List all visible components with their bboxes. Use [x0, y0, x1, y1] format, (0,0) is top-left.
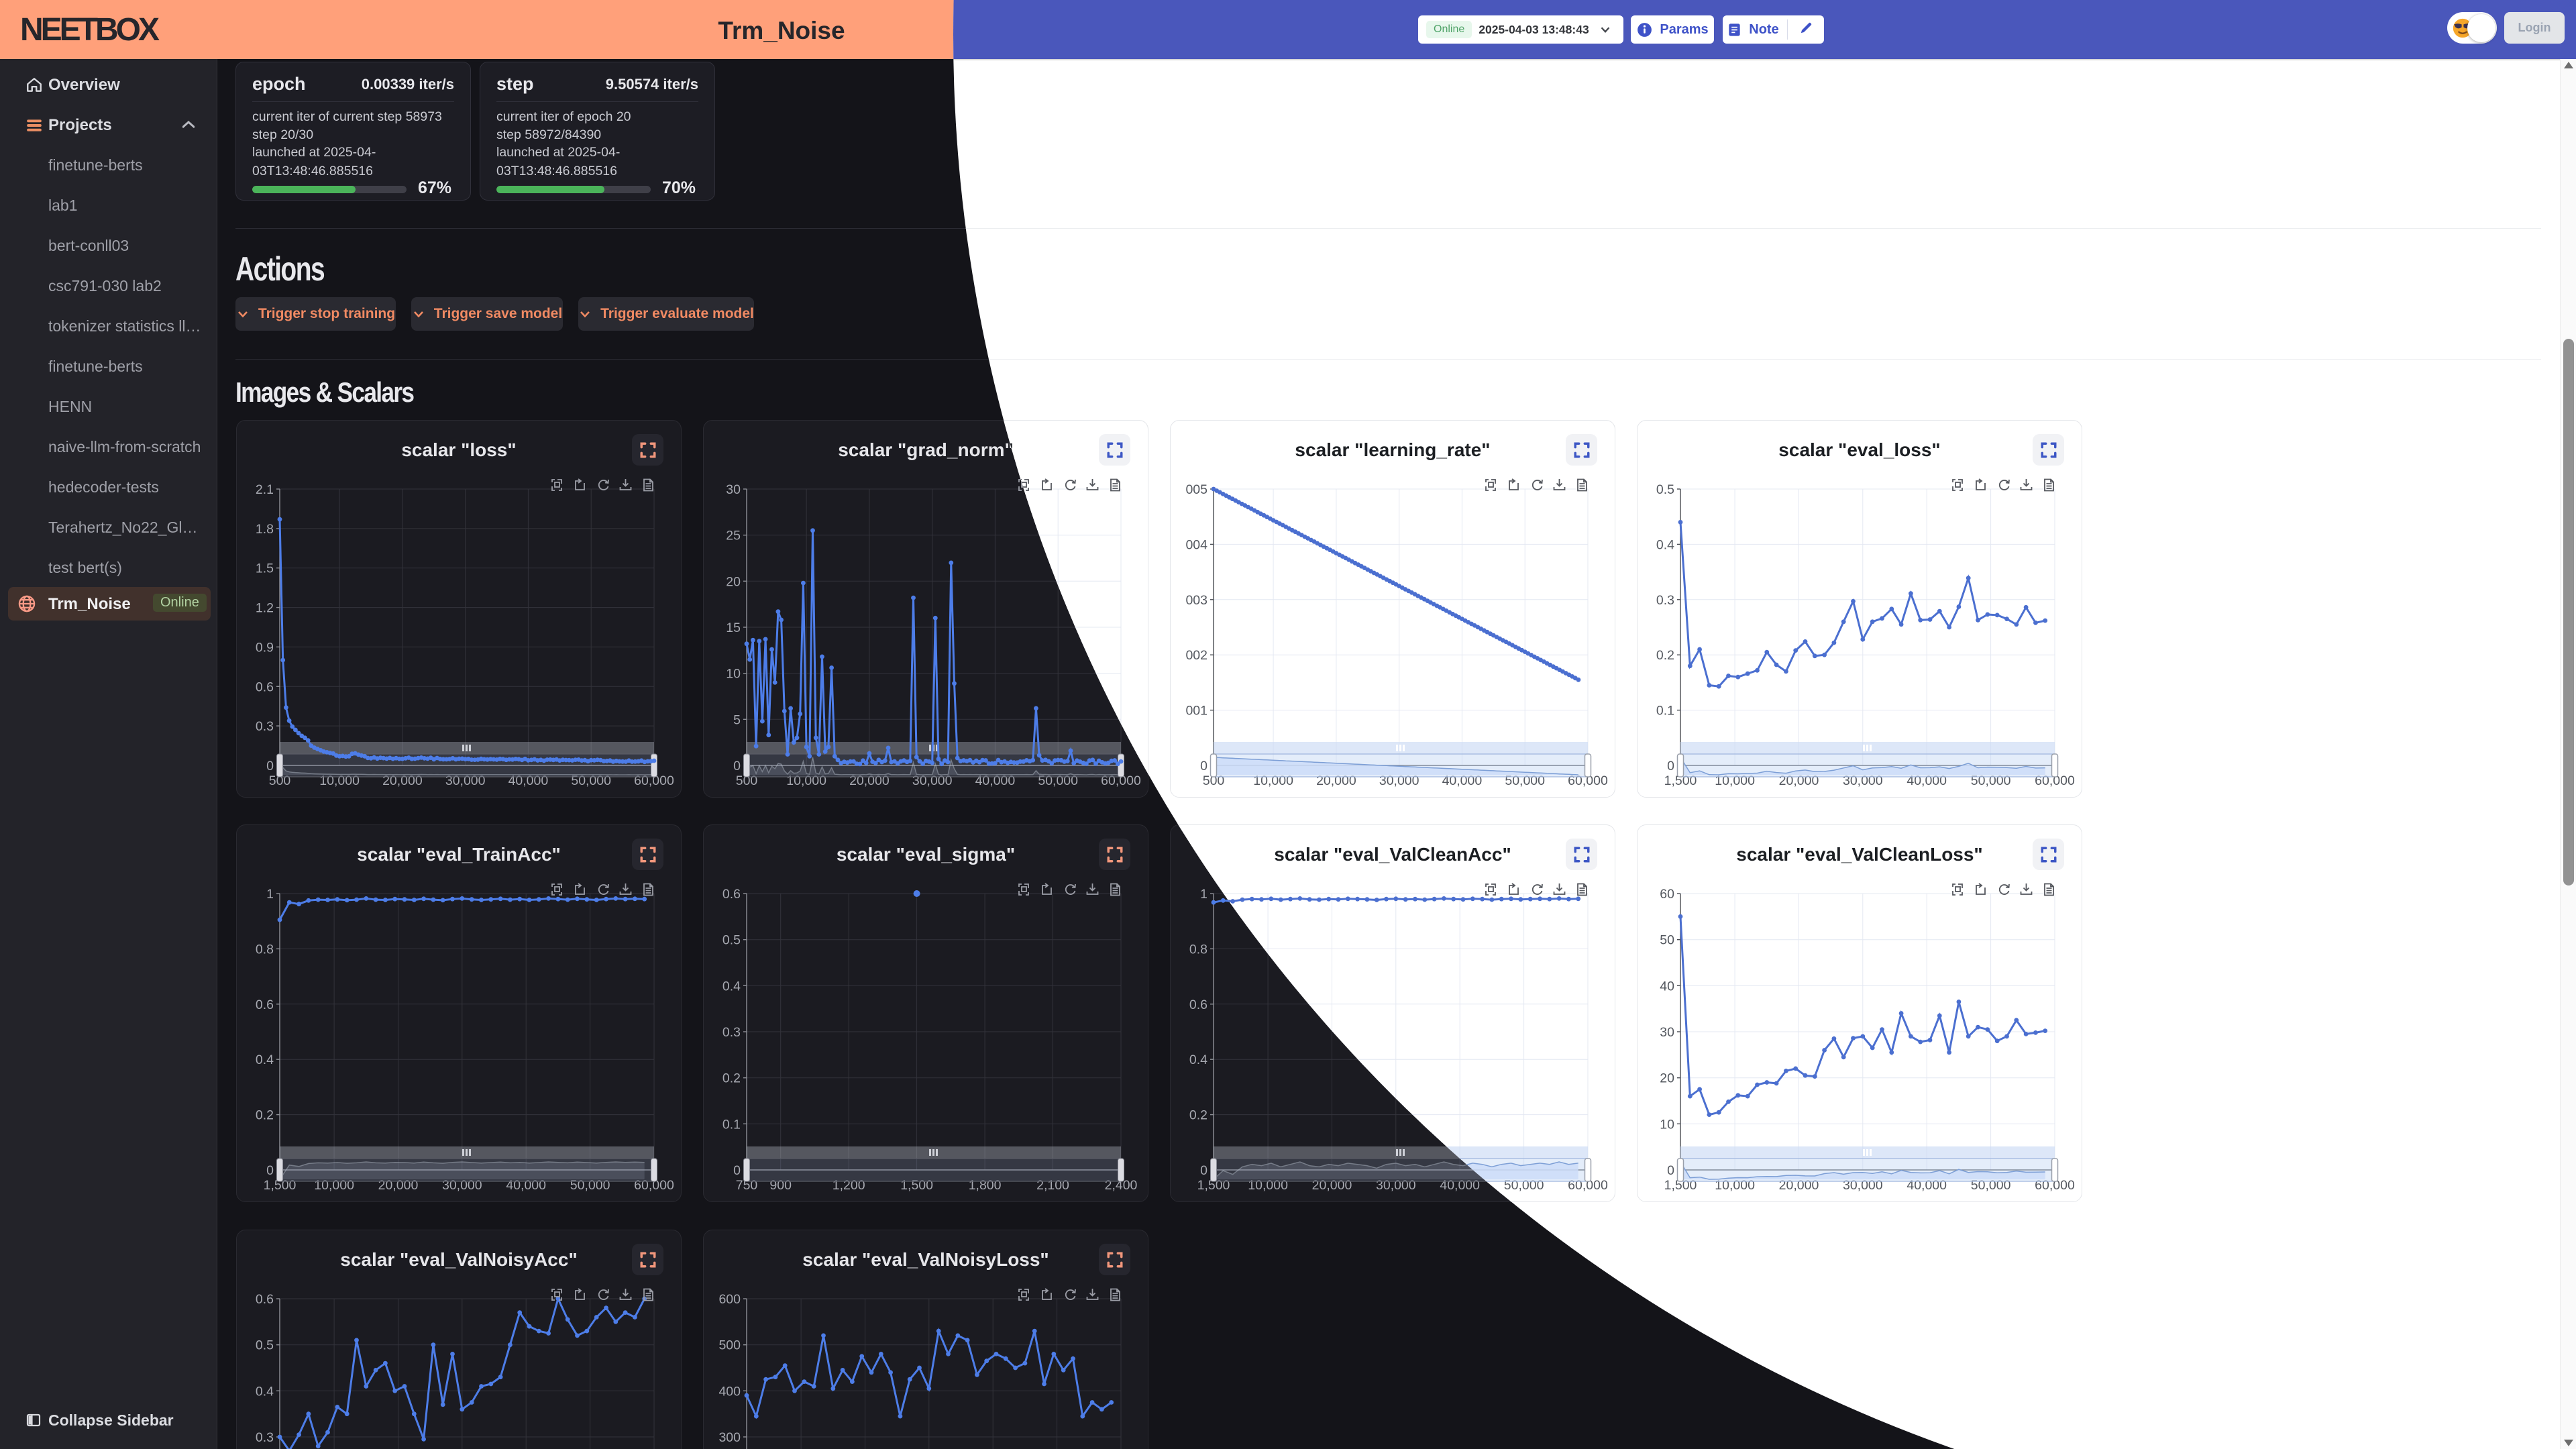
svg-text:0.2: 0.2: [256, 1108, 274, 1123]
svg-text:0.3: 0.3: [722, 1025, 741, 1040]
svg-text:2.1: 2.1: [256, 482, 274, 497]
svg-text:0.8: 0.8: [1189, 942, 1208, 957]
svg-text:500: 500: [718, 1338, 741, 1353]
svg-text:001: 001: [1185, 704, 1208, 718]
svg-text:0.4: 0.4: [722, 979, 741, 994]
svg-text:0.3: 0.3: [1656, 593, 1674, 608]
svg-text:0.9: 0.9: [256, 640, 274, 655]
svg-text:0: 0: [266, 759, 274, 773]
svg-text:600: 600: [718, 1292, 741, 1307]
svg-text:003: 003: [1185, 593, 1208, 608]
svg-text:0.3: 0.3: [256, 1430, 274, 1445]
svg-text:0: 0: [733, 759, 741, 773]
svg-text:60: 60: [1660, 887, 1674, 902]
svg-text:0.8: 0.8: [256, 942, 274, 957]
svg-text:5: 5: [733, 712, 741, 727]
svg-text:50: 50: [1660, 933, 1674, 948]
svg-text:1.8: 1.8: [256, 522, 274, 537]
svg-text:004: 004: [1185, 537, 1208, 552]
svg-text:400: 400: [718, 1384, 741, 1399]
svg-text:0.4: 0.4: [256, 1384, 274, 1399]
svg-text:0.3: 0.3: [256, 719, 274, 734]
svg-text:0.6: 0.6: [1189, 998, 1208, 1012]
svg-text:0.2: 0.2: [1656, 648, 1674, 663]
svg-text:0.2: 0.2: [1189, 1108, 1208, 1123]
svg-text:10: 10: [726, 667, 741, 682]
svg-text:0: 0: [266, 1163, 274, 1178]
svg-text:0.5: 0.5: [256, 1338, 274, 1353]
svg-text:1.5: 1.5: [256, 561, 274, 576]
svg-text:20: 20: [726, 574, 741, 589]
svg-text:0: 0: [1667, 1163, 1674, 1178]
svg-text:0.6: 0.6: [256, 680, 274, 694]
svg-text:0.1: 0.1: [1656, 704, 1674, 718]
svg-text:40: 40: [1660, 979, 1674, 994]
svg-text:0.1: 0.1: [722, 1117, 741, 1132]
svg-text:20: 20: [1660, 1071, 1674, 1086]
svg-text:0: 0: [1200, 1163, 1208, 1178]
svg-text:0.5: 0.5: [1656, 482, 1674, 497]
svg-text:300: 300: [718, 1430, 741, 1445]
svg-text:0.6: 0.6: [256, 1292, 274, 1307]
svg-text:25: 25: [726, 529, 741, 543]
svg-text:0: 0: [733, 1163, 741, 1178]
svg-text:0.6: 0.6: [256, 998, 274, 1012]
svg-text:0.2: 0.2: [722, 1071, 741, 1086]
svg-text:0: 0: [1200, 759, 1208, 773]
svg-text:10: 10: [1660, 1117, 1674, 1132]
svg-text:30: 30: [726, 482, 741, 497]
svg-text:0.4: 0.4: [256, 1053, 274, 1067]
svg-text:002: 002: [1185, 648, 1208, 663]
svg-text:0.4: 0.4: [1656, 537, 1674, 552]
svg-text:005: 005: [1185, 482, 1208, 497]
svg-text:1: 1: [266, 887, 274, 902]
svg-text:0.6: 0.6: [722, 887, 741, 902]
svg-text:15: 15: [726, 621, 741, 635]
svg-text:0: 0: [1667, 759, 1674, 773]
svg-text:0.4: 0.4: [1189, 1053, 1208, 1067]
svg-text:0.5: 0.5: [722, 933, 741, 948]
svg-text:1: 1: [1200, 887, 1208, 902]
svg-text:30: 30: [1660, 1025, 1674, 1040]
svg-text:1.2: 1.2: [256, 601, 274, 616]
